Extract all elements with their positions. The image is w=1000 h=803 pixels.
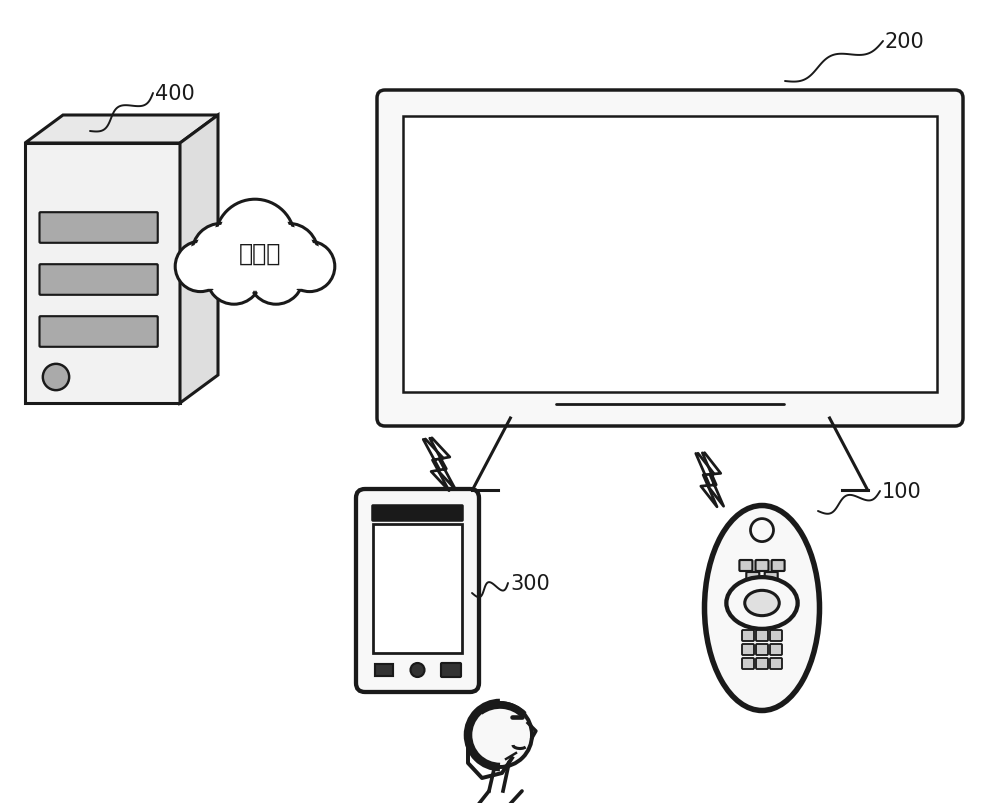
Circle shape [262,227,315,279]
Text: 400: 400 [155,84,195,104]
FancyBboxPatch shape [40,213,158,243]
FancyBboxPatch shape [356,489,479,692]
Circle shape [284,242,335,292]
Circle shape [192,224,251,283]
Ellipse shape [704,506,820,711]
FancyBboxPatch shape [441,663,461,677]
Ellipse shape [745,591,779,616]
Circle shape [218,203,292,276]
Circle shape [215,200,295,279]
Circle shape [175,242,226,292]
FancyBboxPatch shape [765,573,778,583]
Circle shape [178,245,222,289]
FancyBboxPatch shape [772,560,785,571]
FancyBboxPatch shape [742,644,754,655]
FancyBboxPatch shape [770,630,782,642]
Bar [373,524,462,653]
Circle shape [259,224,318,283]
Circle shape [468,703,532,767]
FancyBboxPatch shape [742,658,754,669]
Bar [375,664,393,676]
Ellipse shape [726,577,798,629]
FancyBboxPatch shape [756,630,768,642]
Text: 互联网: 互联网 [239,242,281,266]
Circle shape [43,365,69,391]
FancyBboxPatch shape [377,91,963,426]
Circle shape [210,254,258,302]
FancyBboxPatch shape [746,573,759,583]
Bar [25,144,180,403]
FancyBboxPatch shape [739,560,752,571]
Text: 300: 300 [510,573,550,593]
Text: 100: 100 [882,482,922,501]
Circle shape [750,519,774,542]
FancyBboxPatch shape [756,644,768,655]
FancyBboxPatch shape [756,560,768,571]
FancyBboxPatch shape [40,265,158,296]
FancyBboxPatch shape [40,317,158,348]
Bar [403,117,937,393]
FancyBboxPatch shape [756,658,768,669]
Circle shape [207,251,261,305]
FancyBboxPatch shape [372,505,463,521]
FancyBboxPatch shape [742,630,754,642]
Polygon shape [180,116,218,403]
FancyBboxPatch shape [770,658,782,669]
Circle shape [249,251,303,305]
Text: 200: 200 [885,32,925,52]
Polygon shape [25,116,218,144]
Circle shape [252,254,300,302]
FancyBboxPatch shape [770,644,782,655]
Circle shape [195,227,248,279]
Circle shape [411,663,424,677]
Circle shape [288,245,332,289]
